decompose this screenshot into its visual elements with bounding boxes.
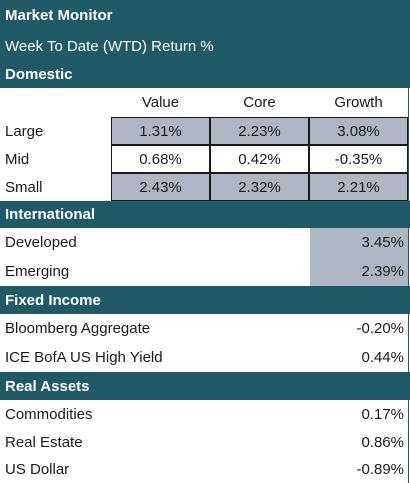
row-label-mid: Mid [5, 151, 30, 168]
column-header-core: Core [243, 94, 276, 111]
cell-large-core: 2.23% [210, 117, 309, 145]
cell-real-estate-value: 0.86% [361, 433, 404, 451]
cell-bloomberg-aggregate-value: -0.20% [356, 320, 404, 337]
cell-mid-value: 0.68% [111, 145, 210, 173]
cell-small-growth: 2.21% [309, 173, 408, 201]
cell-large-value: 1.31% [111, 117, 210, 145]
section-title-fixed-income: Fixed Income [5, 291, 101, 309]
section-header-real-assets: Real Assets [0, 372, 410, 400]
cell-mid-growth: -0.35% [309, 145, 408, 173]
row-label-large: Large [5, 123, 44, 140]
row-label-developed: Developed [5, 234, 77, 251]
section-title-real-assets: Real Assets [5, 377, 90, 395]
row-label-bloomberg-aggregate: Bloomberg Aggregate [5, 320, 151, 337]
row-label-real-estate: Real Estate [5, 433, 83, 451]
row-label-small: Small [5, 179, 43, 196]
cell-small-core: 2.32% [210, 173, 309, 201]
section-header-international: International [0, 201, 410, 228]
cell-emerging-value: 2.39% [310, 257, 408, 286]
right-border [408, 0, 409, 483]
cell-small-value: 2.43% [111, 173, 210, 201]
section-header-fixed-income: Fixed Income [0, 286, 410, 314]
column-header-growth: Growth [334, 94, 383, 111]
section-header-domestic: Domestic [0, 61, 410, 88]
section-title-domestic: Domestic [5, 66, 73, 83]
cell-developed-value: 3.45% [310, 228, 408, 257]
row-label-commodities: Commodities [5, 405, 93, 423]
row-label-high-yield: ICE BofA US High Yield [5, 349, 163, 366]
cell-large-growth: 3.08% [309, 117, 408, 145]
cell-high-yield-value: 0.44% [361, 349, 404, 366]
cell-mid-core: 0.42% [210, 145, 309, 173]
subtitle-bar: Week To Date (WTD) Return % [0, 31, 410, 61]
table-title: Market Monitor [5, 7, 113, 24]
section-title-international: International [5, 206, 96, 223]
cell-commodities-value: 0.17% [361, 405, 404, 423]
cell-us-dollar-value: -0.89% [356, 461, 404, 478]
row-label-us-dollar: US Dollar [5, 461, 70, 478]
row-label-emerging: Emerging [5, 263, 70, 280]
table-title-bar: Market Monitor [0, 0, 410, 31]
table-subtitle: Week To Date (WTD) Return % [5, 37, 214, 55]
column-header-value: Value [141, 94, 180, 111]
